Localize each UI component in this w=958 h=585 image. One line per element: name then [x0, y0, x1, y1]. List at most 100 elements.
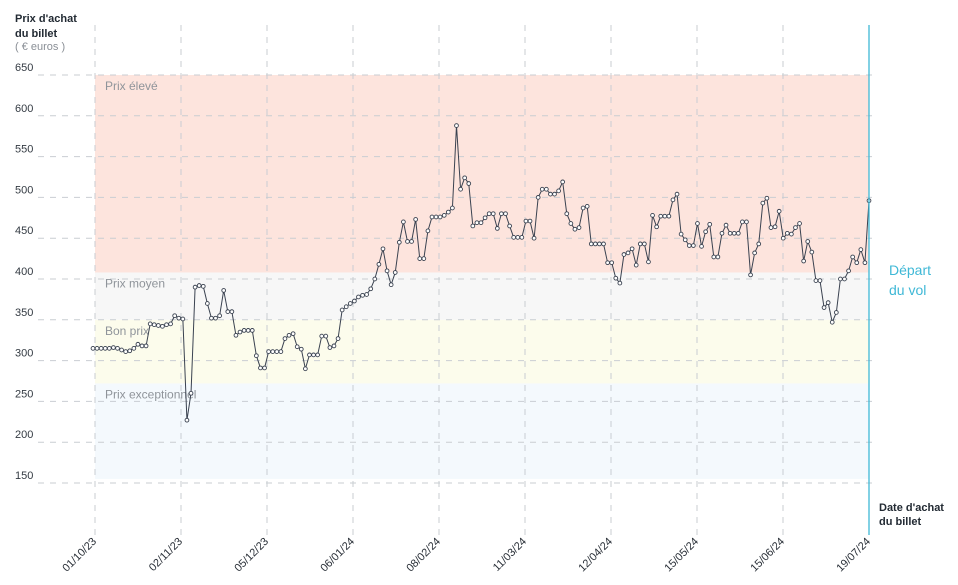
data-point-39 — [249, 328, 255, 333]
data-point-60 — [335, 336, 341, 341]
data-point-170 — [784, 230, 790, 236]
data-point-5 — [111, 345, 116, 350]
band-label-2: Bon prix — [105, 324, 149, 338]
y-tick-label-10: 650 — [15, 62, 33, 74]
data-point-16 — [156, 323, 161, 328]
data-point-157 — [731, 230, 737, 236]
data-point-34 — [229, 309, 235, 314]
data-point-21 — [176, 315, 182, 321]
data-point-132 — [629, 246, 635, 252]
data-point-68 — [368, 286, 374, 292]
data-point-48 — [286, 332, 292, 338]
grid-lines — [38, 25, 872, 535]
data-point-85 — [437, 214, 443, 220]
band-label-0: Prix élevé — [105, 79, 158, 93]
data-point-29 — [209, 315, 214, 321]
x-axis-title-line-2: du billet — [879, 516, 922, 528]
data-point-38 — [245, 328, 251, 333]
data-point-176 — [809, 249, 815, 255]
data-point-182 — [833, 310, 839, 315]
x-tick-label-7: 15/05/24 — [662, 536, 701, 575]
data-point-23 — [184, 417, 190, 423]
data-point-55 — [315, 352, 320, 358]
data-point-44 — [270, 349, 276, 354]
departure-label-line-1: Départ — [889, 262, 931, 278]
data-point-53 — [307, 352, 312, 358]
data-point-86 — [441, 213, 447, 218]
data-point-82 — [425, 228, 431, 234]
data-point-141 — [666, 213, 672, 219]
data-point-99 — [494, 226, 500, 231]
data-point-109 — [535, 195, 541, 200]
data-point-171 — [789, 231, 794, 237]
data-point-115 — [560, 179, 566, 185]
data-point-152 — [711, 254, 717, 260]
data-point-142 — [670, 197, 676, 203]
data-point-175 — [805, 239, 811, 244]
data-point-32 — [221, 288, 227, 293]
data-point-162 — [752, 250, 757, 256]
data-point-147 — [691, 243, 696, 248]
data-point-135 — [642, 241, 647, 247]
data-point-187 — [854, 260, 860, 266]
data-point-7 — [119, 347, 124, 353]
data-point-12 — [139, 343, 145, 349]
data-point-150 — [703, 229, 708, 235]
x-tick-label-0: 01/10/23 — [60, 536, 99, 575]
x-axis-title-line-1: Date d'achat — [879, 502, 944, 514]
band-0 — [95, 75, 869, 273]
data-point-87 — [445, 209, 451, 215]
data-point-61 — [339, 307, 345, 313]
data-point-50 — [294, 344, 300, 350]
data-point-112 — [548, 191, 553, 197]
data-point-153 — [715, 254, 721, 260]
data-point-133 — [633, 262, 639, 268]
data-point-0 — [90, 346, 96, 351]
data-point-47 — [282, 336, 288, 341]
data-point-66 — [360, 292, 365, 298]
data-point-46 — [278, 349, 284, 354]
data-point-178 — [817, 278, 823, 283]
x-tick-label-6: 12/04/24 — [576, 536, 615, 575]
data-point-119 — [576, 225, 582, 230]
data-point-155 — [723, 222, 729, 228]
data-point-8 — [123, 349, 129, 354]
data-point-94 — [474, 220, 480, 226]
data-point-151 — [707, 221, 713, 227]
data-point-72 — [384, 268, 390, 274]
y-axis-ticks: 150 200 250 300 350 400 450 500 550 600 650 — [15, 62, 33, 482]
data-point-179 — [821, 305, 827, 310]
data-point-140 — [662, 213, 668, 219]
x-tick-label-8: 15/06/24 — [748, 536, 787, 575]
data-point-164 — [760, 200, 766, 206]
data-point-78 — [409, 239, 414, 244]
data-point-63 — [347, 301, 353, 306]
data-point-31 — [217, 313, 222, 319]
data-point-73 — [388, 282, 394, 288]
data-point-64 — [352, 298, 357, 304]
data-point-181 — [829, 319, 835, 325]
data-point-77 — [405, 239, 410, 244]
data-point-188 — [858, 247, 864, 252]
data-point-156 — [727, 230, 733, 236]
data-point-4 — [106, 346, 112, 351]
band-label-3: Prix exceptionnel — [105, 387, 196, 401]
data-point-11 — [135, 341, 141, 347]
y-tick-label-9: 600 — [15, 103, 33, 115]
data-point-79 — [413, 217, 418, 222]
price-bands — [95, 75, 869, 479]
y-tick-label-2: 250 — [15, 388, 33, 400]
data-point-14 — [147, 321, 153, 327]
data-point-1 — [94, 346, 100, 351]
data-point-186 — [850, 254, 856, 260]
data-point-49 — [290, 331, 296, 337]
data-point-122 — [588, 241, 594, 247]
data-point-128 — [613, 275, 619, 281]
data-point-59 — [331, 343, 337, 349]
data-point-43 — [266, 349, 271, 354]
data-point-130 — [621, 252, 627, 257]
data-point-108 — [531, 235, 537, 241]
data-point-166 — [768, 225, 774, 230]
data-point-101 — [503, 211, 508, 217]
